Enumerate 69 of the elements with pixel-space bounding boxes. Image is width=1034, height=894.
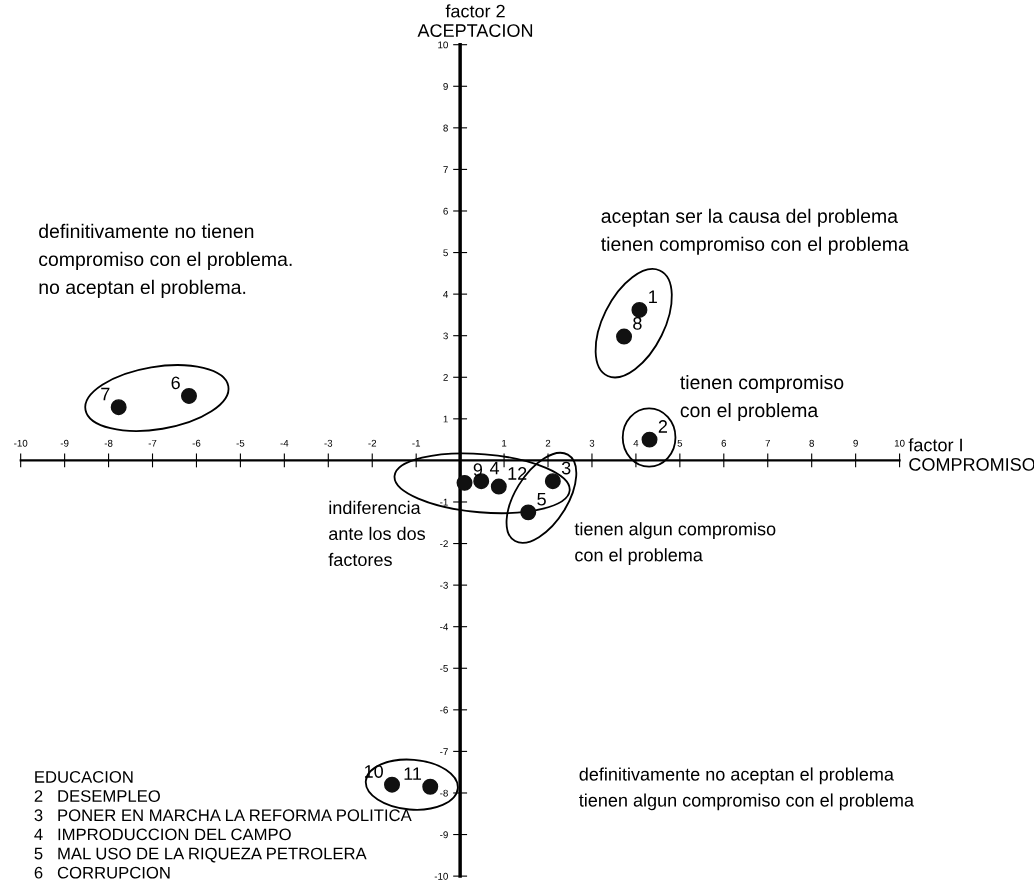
annotation: 1 — [649, 290, 657, 303]
annotation: tienen compromiso con el problema — [680, 375, 844, 422]
y-tick-label: -3 — [440, 581, 448, 589]
annotation: 9 — [473, 463, 483, 477]
point — [520, 504, 537, 521]
y-tick-label: -5 — [440, 665, 448, 672]
point — [181, 387, 197, 404]
x-tick-label: -8 — [104, 439, 113, 447]
x-tick-label: 7 — [765, 439, 770, 447]
y-tick-label: 2 — [443, 374, 448, 381]
x-tick-label: 9 — [853, 439, 858, 447]
point — [631, 301, 648, 318]
y-tick-label: -9 — [440, 831, 448, 839]
annotation: 4 — [489, 461, 500, 475]
x-tick-label: 6 — [721, 439, 727, 447]
x-tick-label: 1 — [502, 439, 507, 447]
point — [456, 474, 473, 491]
x-tick-label: 10 — [894, 439, 905, 447]
y-axis-title: factor 2 ACEPTACION — [417, 4, 533, 37]
x-axis-title: factor I COMPROMISO — [908, 438, 1034, 471]
annotation: 7 — [101, 387, 110, 401]
annotation: tienen algun compromiso con el problema — [574, 522, 776, 565]
annotation: 6 — [171, 376, 180, 390]
point — [422, 778, 439, 795]
annotation: 11 — [404, 767, 422, 780]
y-tick-label: -4 — [440, 623, 449, 631]
point — [490, 478, 507, 495]
annotation: definitivamente no aceptan el problema tienen algun compromiso con el problema — [579, 767, 914, 811]
point — [384, 776, 400, 793]
annotation: 12 — [508, 467, 527, 480]
y-tick-label: 4 — [443, 290, 449, 298]
y-tick-label: -6 — [440, 706, 448, 714]
annotation: aceptan ser la causa del problema tienen compromiso con el problema — [601, 208, 909, 255]
x-tick-label: -5 — [236, 439, 245, 447]
annotation: definitivamente no tienen compromiso con el problema. no aceptan el problema. — [39, 223, 292, 298]
y-tick-label: 5 — [443, 249, 448, 257]
y-tick-label: -10 — [434, 872, 448, 880]
x-tick-label: -9 — [60, 439, 69, 447]
y-tick-label: 8 — [443, 124, 448, 132]
point — [616, 328, 633, 345]
x-tick-label: 3 — [589, 439, 595, 447]
annotation: 5 — [537, 493, 546, 506]
x-tick-label: 4 — [633, 439, 639, 447]
y-tick-label: -1 — [440, 498, 448, 506]
y-tick-label: 6 — [443, 207, 448, 215]
x-tick-label: -2 — [368, 439, 377, 447]
x-tick-label: -7 — [148, 439, 157, 447]
y-tick-label: -7 — [440, 748, 448, 755]
y-tick-label: 10 — [438, 41, 448, 49]
x-tick-label: -1 — [412, 439, 421, 447]
point — [110, 399, 127, 416]
x-tick-label: 5 — [677, 439, 683, 447]
x-tick-label: 2 — [545, 439, 551, 447]
annotation: 3 — [561, 461, 571, 475]
annotation: 2 — [658, 420, 667, 433]
y-tick-label: 1 — [443, 415, 448, 423]
x-tick-label: -4 — [280, 439, 289, 447]
annotation: 8 — [633, 316, 642, 330]
y-tick-label: 3 — [443, 332, 448, 340]
y-tick-label: -8 — [440, 789, 448, 797]
y-tick-label: 7 — [443, 166, 448, 173]
x-tick-label: -10 — [14, 439, 28, 447]
y-tick-label: -2 — [440, 540, 448, 548]
x-tick-label: 8 — [809, 439, 814, 447]
x-tick-label: -6 — [192, 439, 201, 447]
y-tick-label: 9 — [443, 83, 448, 90]
annotation: indiferencia ante los dos factores — [328, 500, 426, 567]
point — [544, 473, 561, 490]
x-tick-label: -3 — [324, 439, 333, 447]
